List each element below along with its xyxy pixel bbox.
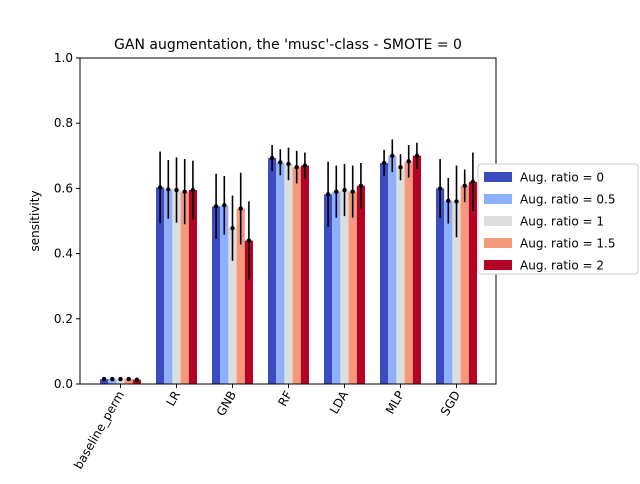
point-GNB-series-1 xyxy=(222,203,227,208)
x-tick-label: SGD xyxy=(438,389,463,419)
bar-GNB-series-1 xyxy=(220,205,229,384)
y-tick-label: 0.2 xyxy=(54,312,73,326)
point-RF-series-1 xyxy=(278,160,283,165)
point-baseline_perm-series-1 xyxy=(110,376,115,382)
legend-label: Aug. ratio = 0 xyxy=(520,171,604,185)
bar-RF-series-2 xyxy=(284,163,293,384)
bar-LDA-series-3 xyxy=(348,191,357,384)
bar-GNB-series-3 xyxy=(236,208,245,384)
point-MLP-series-1 xyxy=(390,153,395,158)
point-GNB-series-4 xyxy=(246,238,252,243)
bar-SGD-series-0 xyxy=(436,188,445,384)
bar-GNB-series-4 xyxy=(244,240,253,384)
legend-label: Aug. ratio = 1 xyxy=(520,215,604,229)
bar-SGD-series-1 xyxy=(444,200,453,384)
point-SGD-series-1 xyxy=(446,198,451,203)
bar-RF-series-0 xyxy=(268,158,277,384)
bar-RF-series-1 xyxy=(276,162,285,384)
y-tick-label: 0.0 xyxy=(54,377,73,391)
legend-swatch xyxy=(484,194,512,204)
point-baseline_perm-series-2 xyxy=(118,376,123,382)
point-MLP-series-0 xyxy=(381,160,387,166)
bar-LR-series-4 xyxy=(188,190,197,384)
bar-MLP-series-0 xyxy=(380,162,389,384)
point-LR-series-3 xyxy=(182,189,187,194)
bar-MLP-series-1 xyxy=(388,155,397,384)
point-RF-series-4 xyxy=(302,163,308,168)
bar-RF-series-4 xyxy=(300,165,309,384)
bar-baseline_perm-series-0 xyxy=(100,379,109,384)
legend-box xyxy=(477,163,639,275)
point-SGD-series-0 xyxy=(437,186,443,191)
legend-label: Aug. ratio = 0.5 xyxy=(520,193,616,207)
x-tick-label: LDA xyxy=(327,388,351,416)
y-tick-label: 0.6 xyxy=(54,181,73,195)
error-bars-layer xyxy=(101,139,476,382)
point-SGD-series-2 xyxy=(454,199,459,204)
bar-baseline_perm-series-2 xyxy=(116,379,125,384)
x-tick-label: LR xyxy=(163,389,183,409)
point-SGD-series-4 xyxy=(470,179,476,185)
point-LR-series-4 xyxy=(190,187,196,193)
legend-swatch xyxy=(484,260,512,270)
point-LR-series-2 xyxy=(174,187,179,193)
point-MLP-series-3 xyxy=(406,159,411,164)
legend-swatch xyxy=(484,238,512,248)
point-MLP-series-2 xyxy=(398,165,403,170)
legend-label: Aug. ratio = 2 xyxy=(520,259,604,273)
bars-layer xyxy=(100,155,477,384)
point-GNB-series-0 xyxy=(213,204,219,209)
bar-SGD-series-4 xyxy=(468,181,477,384)
y-axis-label: sensitivity xyxy=(28,190,42,251)
bar-LDA-series-4 xyxy=(356,185,365,384)
bar-GNB-series-2 xyxy=(228,228,237,384)
x-tick-label: MLP xyxy=(383,389,407,417)
bar-MLP-series-3 xyxy=(404,161,413,384)
bar-SGD-series-2 xyxy=(452,201,461,384)
legend-label: Aug. ratio = 1.5 xyxy=(520,237,616,251)
bar-LDA-series-2 xyxy=(340,190,349,384)
point-MLP-series-4 xyxy=(414,153,420,158)
bar-MLP-series-4 xyxy=(412,155,421,384)
y-tick-label: 0.4 xyxy=(54,247,73,261)
chart-title: GAN augmentation, the 'musc'-class - SMO… xyxy=(114,37,462,53)
bar-SGD-series-3 xyxy=(460,185,469,384)
bar-LR-series-1 xyxy=(164,189,173,384)
bar-RF-series-3 xyxy=(292,167,301,384)
legend: Aug. ratio = 0 Aug. ratio = 0.5 Aug. ratio… xyxy=(477,163,639,275)
point-LDA-series-1 xyxy=(334,189,339,194)
bar-LDA-series-0 xyxy=(324,194,333,384)
x-tick-label: RF xyxy=(275,388,295,408)
bar-LDA-series-1 xyxy=(332,191,341,384)
bar-LR-series-3 xyxy=(180,191,189,384)
y-tick-label: 1.0 xyxy=(54,51,73,65)
point-baseline_perm-series-4 xyxy=(134,377,140,382)
bar-baseline_perm-series-3 xyxy=(124,379,133,384)
bar-MLP-series-2 xyxy=(396,167,405,384)
point-LDA-series-4 xyxy=(358,183,364,188)
point-LR-series-0 xyxy=(157,185,163,190)
legend-swatch xyxy=(484,172,512,182)
legend-swatch xyxy=(484,216,512,226)
point-LDA-series-2 xyxy=(342,187,347,193)
point-RF-series-0 xyxy=(269,155,275,161)
bar-LR-series-2 xyxy=(172,190,181,384)
point-LR-series-1 xyxy=(166,187,171,192)
x-tick-label: baseline_perm xyxy=(71,389,127,472)
point-SGD-series-3 xyxy=(462,183,467,188)
bar-LR-series-0 xyxy=(156,187,165,384)
point-LDA-series-0 xyxy=(325,192,331,197)
point-GNB-series-2 xyxy=(230,225,235,231)
point-baseline_perm-series-0 xyxy=(101,376,107,382)
point-LDA-series-3 xyxy=(350,189,355,194)
point-RF-series-3 xyxy=(294,165,299,170)
x-tick-label: GNB xyxy=(214,389,239,419)
bar-baseline_perm-series-1 xyxy=(108,379,117,384)
y-tick-label: 0.8 xyxy=(54,116,73,130)
point-RF-series-2 xyxy=(286,161,291,167)
point-baseline_perm-series-3 xyxy=(126,376,131,382)
point-GNB-series-3 xyxy=(238,206,243,211)
bar-GNB-series-0 xyxy=(212,206,221,384)
